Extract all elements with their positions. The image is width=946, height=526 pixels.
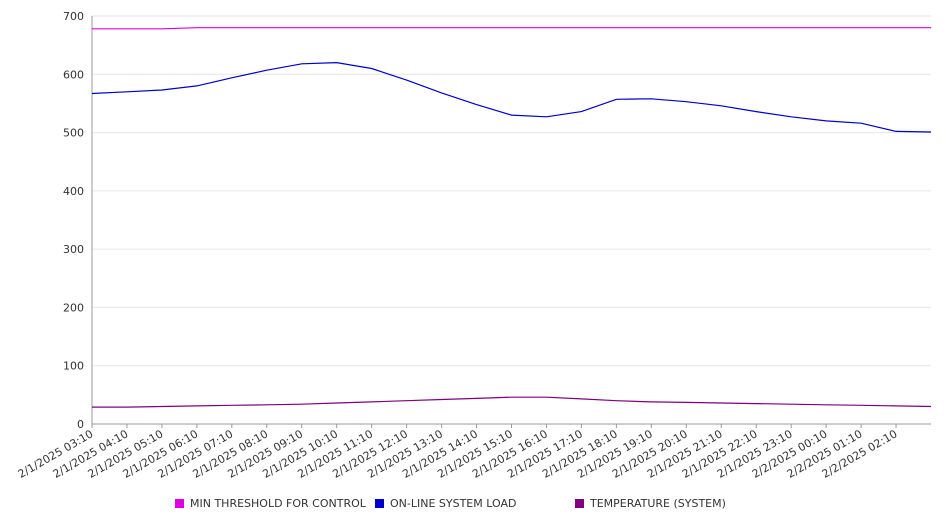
legend-item-min-threshold[interactable]: MIN THRESHOLD FOR CONTROL xyxy=(175,497,366,510)
y-tick-label: 400 xyxy=(63,185,84,198)
legend-swatch-temperature xyxy=(575,499,584,508)
series-line-2 xyxy=(92,396,932,408)
y-tick-label: 0 xyxy=(77,418,84,431)
y-tick-label: 100 xyxy=(63,360,84,373)
y-tick-label: 500 xyxy=(63,127,84,140)
series-lines xyxy=(91,27,932,408)
legend-label-temperature: TEMPERATURE (SYSTEM) xyxy=(590,497,726,510)
x-axis: 2/1/2025 03:102/1/2025 04:102/1/2025 05:… xyxy=(16,423,931,481)
y-axis: 0 100 200 300 400 500 600 700 xyxy=(63,10,93,431)
legend-label-system-load: ON-LINE SYSTEM LOAD xyxy=(390,497,517,510)
grid-lines xyxy=(92,15,931,425)
y-tick-label: 700 xyxy=(63,10,84,23)
y-tick-label: 600 xyxy=(63,68,84,81)
legend-item-temperature[interactable]: TEMPERATURE (SYSTEM) xyxy=(575,497,726,510)
legend-swatch-min-threshold xyxy=(175,499,184,508)
legend-swatch-system-load xyxy=(375,499,384,508)
y-tick-label: 300 xyxy=(63,243,84,256)
series-line-0 xyxy=(92,27,931,30)
legend: MIN THRESHOLD FOR CONTROL ON-LINE SYSTEM… xyxy=(0,497,946,515)
legend-item-system-load[interactable]: ON-LINE SYSTEM LOAD xyxy=(375,497,516,510)
legend-label-min-threshold: MIN THRESHOLD FOR CONTROL xyxy=(190,497,366,510)
y-tick-label: 200 xyxy=(63,301,84,314)
series-line-1 xyxy=(91,61,932,133)
